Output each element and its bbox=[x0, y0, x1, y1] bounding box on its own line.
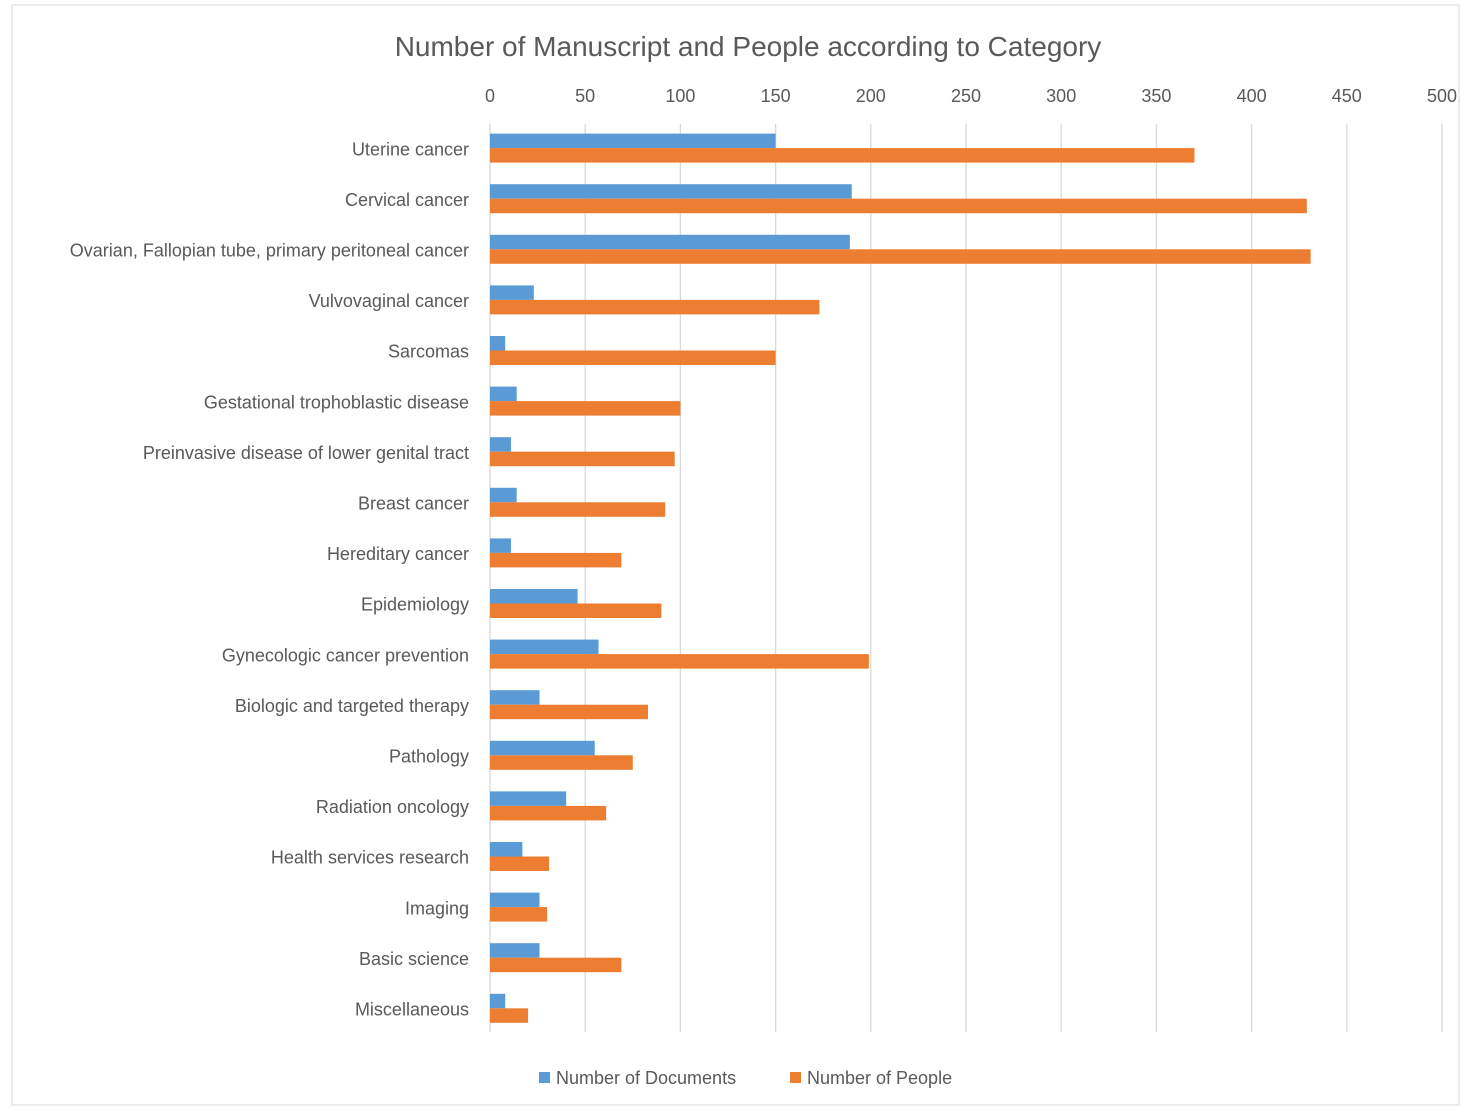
legend-swatch bbox=[790, 1072, 801, 1083]
bar-documents bbox=[490, 640, 599, 655]
chart-frame bbox=[12, 5, 1459, 1105]
bar-people bbox=[490, 452, 675, 467]
bar-people bbox=[490, 755, 633, 770]
x-tick-label: 300 bbox=[1046, 86, 1076, 106]
bar-documents bbox=[490, 488, 517, 503]
x-tick-label: 50 bbox=[575, 86, 595, 106]
category-label: Imaging bbox=[405, 898, 469, 918]
x-tick-label: 500 bbox=[1427, 86, 1457, 106]
category-label: Preinvasive disease of lower genital tra… bbox=[143, 443, 469, 463]
bar-people bbox=[490, 401, 680, 416]
bar-people bbox=[490, 148, 1194, 163]
bar-people bbox=[490, 199, 1307, 214]
category-label: Vulvovaginal cancer bbox=[309, 291, 469, 311]
category-label: Basic science bbox=[359, 949, 469, 969]
category-label: Sarcomas bbox=[388, 342, 469, 362]
bar-people bbox=[490, 502, 665, 517]
bar-people bbox=[490, 1008, 528, 1023]
bar-documents bbox=[490, 842, 522, 857]
x-tick-label: 200 bbox=[856, 86, 886, 106]
category-label: Biologic and targeted therapy bbox=[235, 696, 469, 716]
bar-documents bbox=[490, 184, 852, 199]
legend-label: Number of Documents bbox=[556, 1068, 736, 1088]
bar-documents bbox=[490, 387, 517, 402]
legend-label: Number of People bbox=[807, 1068, 952, 1088]
bar-documents bbox=[490, 943, 540, 958]
category-label: Gynecologic cancer prevention bbox=[222, 645, 469, 665]
bar-documents bbox=[490, 235, 850, 250]
bar-people bbox=[490, 654, 869, 669]
x-tick-label: 100 bbox=[665, 86, 695, 106]
bar-documents bbox=[490, 285, 534, 300]
bar-people bbox=[490, 958, 621, 973]
category-label: Health services research bbox=[271, 848, 469, 868]
bar-documents bbox=[490, 741, 595, 756]
category-label: Ovarian, Fallopian tube, primary periton… bbox=[70, 241, 469, 261]
bar-documents bbox=[490, 538, 511, 553]
bar-people bbox=[490, 249, 1311, 263]
category-label: Radiation oncology bbox=[316, 797, 469, 817]
category-label: Gestational trophoblastic disease bbox=[204, 392, 469, 412]
category-label: Hereditary cancer bbox=[327, 544, 469, 564]
category-label: Pathology bbox=[389, 747, 469, 767]
bar-documents bbox=[490, 994, 505, 1009]
x-tick-label: 400 bbox=[1237, 86, 1267, 106]
category-label: Epidemiology bbox=[361, 595, 469, 615]
category-label: Uterine cancer bbox=[352, 139, 469, 159]
bar-documents bbox=[490, 134, 776, 149]
bar-documents bbox=[490, 791, 566, 806]
x-tick-label: 350 bbox=[1141, 86, 1171, 106]
bar-people bbox=[490, 553, 621, 568]
bar-documents bbox=[490, 893, 540, 908]
bar-documents bbox=[490, 437, 511, 452]
category-label: Miscellaneous bbox=[355, 1000, 469, 1020]
bar-people bbox=[490, 705, 648, 720]
x-tick-label: 150 bbox=[761, 86, 791, 106]
x-tick-label: 450 bbox=[1332, 86, 1362, 106]
x-tick-label: 250 bbox=[951, 86, 981, 106]
bar-people bbox=[490, 300, 819, 315]
bar-documents bbox=[490, 690, 540, 705]
legend-swatch bbox=[539, 1072, 550, 1083]
bar-people bbox=[490, 351, 776, 366]
category-label: Breast cancer bbox=[358, 494, 469, 514]
bar-documents bbox=[490, 589, 578, 604]
bar-people bbox=[490, 604, 661, 619]
x-tick-label: 0 bbox=[485, 86, 495, 106]
chart-title: Number of Manuscript and People accordin… bbox=[395, 31, 1102, 62]
bar-documents bbox=[490, 336, 505, 351]
bar-people bbox=[490, 806, 606, 821]
category-label: Cervical cancer bbox=[345, 190, 469, 210]
bar-people bbox=[490, 857, 549, 872]
bar-people bbox=[490, 907, 547, 922]
